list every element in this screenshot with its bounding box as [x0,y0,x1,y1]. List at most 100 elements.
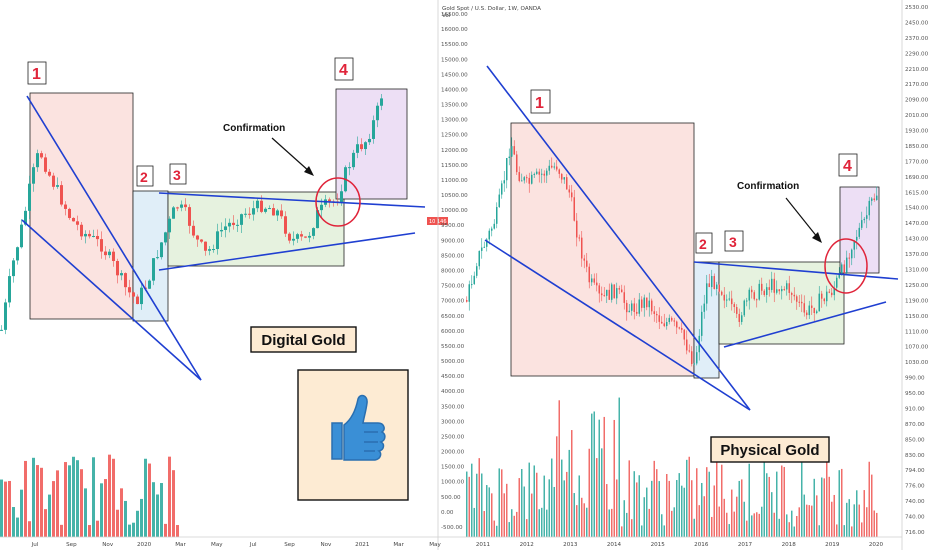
right-volume-bar [746,520,748,537]
left-x-tick: Nov [102,542,114,548]
left-candle [132,292,135,297]
left-x-tick: Jul [249,542,257,548]
right-candle [733,304,735,308]
right-volume-bar [656,469,658,537]
right-volume-bar [721,464,723,537]
right-step-3: 3 [724,230,744,252]
left-y-tick: 8000.00 [441,269,465,275]
right-candle [508,156,510,159]
right-volume-bar [691,480,693,537]
left-y-tick: 7000.00 [441,299,465,305]
right-candle [746,300,748,302]
left-y-tick: 11500.00 [441,163,468,169]
right-volume-bar [593,411,595,537]
right-volume-bar [831,501,833,537]
left-y-tick: 8500.00 [441,253,465,259]
left-y-tick: 10500.00 [441,193,468,199]
left-volume-bar [92,457,95,537]
left-y-tick: 9000.00 [441,238,465,244]
zone-1-box [29,92,134,320]
right-candle [696,352,698,364]
svg-text:2: 2 [140,169,148,185]
left-y-tick: 2000.00 [441,450,465,456]
right-y-tick: 1150.00 [905,314,929,320]
left-volume-bar [32,457,35,537]
left-step-3: 3 [169,163,187,185]
left-candle [360,144,363,150]
right-volume-bar [778,518,780,537]
right-y-axis-ticks: 2530.00 2450.00 2370.00 2290.00 2210.00 2170.… [905,5,929,536]
left-volume-bar [140,498,143,537]
right-volume-bar [761,506,763,537]
right-candle [573,197,575,221]
right-candle [596,282,598,286]
right-candle [691,351,693,365]
physical-gold-label: Physical Gold [710,436,830,463]
right-volume-bar [603,416,605,537]
right-candle [616,288,618,299]
left-y-tick: 0.00 [441,510,454,516]
left-y-tick: 3500.00 [441,404,465,410]
right-candle [523,177,525,181]
left-candle [244,213,247,215]
left-candle [284,216,287,234]
left-candle [36,153,39,168]
right-volume-bar [853,504,855,537]
left-y-tick: 6500.00 [441,314,465,320]
left-candle [16,247,19,261]
right-candle [723,294,725,301]
right-candle [726,299,728,301]
right-candle [786,283,788,290]
left-volume-bar [108,454,111,537]
left-y-tick: 16500.00 [441,12,468,18]
left-volume-bar [160,483,163,537]
right-candle [656,313,658,316]
left-x-tick: Nov [320,542,332,548]
right-candle [873,198,875,200]
right-step-1: 1 [530,89,551,114]
left-candle [364,142,367,150]
right-x-axis-ticks: 2011 2012 2013 2014 2015 2016 2017 2018 2019 2020 [476,542,884,548]
right-y-tick: 950.00 [905,391,925,397]
left-volume-bar [28,521,31,537]
right-candle [611,284,613,300]
left-volume-bar [40,467,43,537]
right-candle [821,293,823,299]
left-volume-bar [20,489,23,537]
right-volume-bar [748,463,750,537]
right-candle [536,171,538,174]
right-y-tick: 2530.00 [905,5,929,11]
left-y-tick: 11000.00 [441,178,468,184]
left-x-tick: Jul [31,542,39,548]
right-volume-bar [683,487,685,537]
right-volume-bar [646,487,648,537]
right-candle [856,236,858,241]
right-volume-bar [688,456,690,537]
right-volume-bar [611,508,613,537]
right-volume-bar [628,460,630,537]
left-candle [124,273,127,288]
right-volume-bar [588,448,590,537]
right-chart-panel: Gold Spot / U.S. Dollar, 1W, OANDA Vol C… [438,0,929,550]
left-volume-bar [12,507,15,537]
left-candle [0,329,3,331]
left-volume-bar [124,500,127,537]
left-x-tick: May [211,542,223,548]
right-volume-bar [736,496,738,537]
right-candle [478,250,480,267]
left-candle [24,210,27,225]
right-x-tick: 2015 [651,542,666,548]
right-volume-bar [568,449,570,537]
right-candle [813,307,815,314]
left-y-tick: 4000.00 [441,389,465,395]
left-volume-bar [100,483,103,537]
svg-text:3: 3 [173,167,181,183]
right-candle [728,298,730,300]
left-candle [20,224,23,248]
right-candle [798,301,800,303]
right-candle [876,195,878,200]
right-candle [771,278,773,290]
right-volume-bar [753,513,755,537]
right-candle [513,146,515,155]
right-volume-bar [658,481,660,537]
